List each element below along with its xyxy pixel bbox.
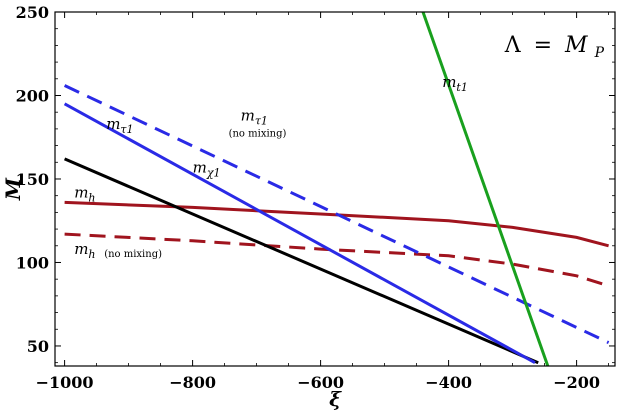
y-axis-label: M <box>1 177 25 201</box>
curve-label-mt1: mt1 <box>442 73 468 94</box>
curve-label-main: m <box>106 115 120 133</box>
x-tick-label: −800 <box>169 373 216 392</box>
curve-label-sub: τ1 <box>120 123 133 136</box>
series-line-m-t1 <box>421 12 550 366</box>
curve-label-no-mixing: (no mixing) <box>104 249 162 260</box>
lambda-symbol: Λ <box>504 33 522 58</box>
x-tick-label: −200 <box>553 373 600 392</box>
y-tick-label: 250 <box>16 3 49 22</box>
series-line-m-h <box>64 200 609 248</box>
plot-frame <box>54 11 616 367</box>
curve-label-main: m <box>442 73 456 91</box>
curve-label-main: m <box>74 240 88 258</box>
curve-label-no-mixing: (no mixing) <box>229 129 287 140</box>
y-tick-label: 100 <box>16 253 49 272</box>
curve-label-mh: mh <box>74 183 95 204</box>
x-tick-label: −600 <box>297 373 344 392</box>
series-line-m-1 <box>64 157 539 365</box>
series-line-m-1 <box>63 102 536 365</box>
ticks-layer: −1000 −800 −600 −400 −200 50 100 150 200 250 <box>16 3 615 392</box>
x-axis-label: ξ <box>329 387 342 411</box>
equals-sign: = <box>534 33 552 58</box>
curve-label-sub: χ1 <box>206 166 221 179</box>
x-tick-label: −1000 <box>36 373 94 392</box>
curve-label-sub: t1 <box>456 81 467 94</box>
curve-label-main: m <box>74 183 88 201</box>
series-layer <box>63 12 610 366</box>
y-tick-label: 150 <box>16 170 49 189</box>
curve-label-mtau-nomix: mτ1 <box>241 107 268 128</box>
curve-label-main: m <box>193 158 207 176</box>
curve-label-mtau: mτ1 <box>106 115 133 136</box>
curve-label-sub: h <box>88 191 95 204</box>
curve-label-mh-nomix: mh <box>74 240 95 261</box>
curve-label-mchi: mχ1 <box>193 158 221 179</box>
x-tick-label: −400 <box>425 373 472 392</box>
lambda-equals-mp-annotation: Λ = M P <box>504 33 605 61</box>
y-tick-label: 50 <box>27 337 49 356</box>
mp-sub: P <box>594 45 605 61</box>
curve-label-sub: h <box>88 248 95 261</box>
series-line-m-1-no-mixing <box>63 84 610 344</box>
series-line-m-h-no-mixing <box>64 232 610 288</box>
mp-main: M <box>564 33 588 58</box>
curve-label-sub: τ1 <box>255 115 268 128</box>
y-tick-label: 200 <box>16 86 49 105</box>
curve-label-main: m <box>241 107 255 125</box>
